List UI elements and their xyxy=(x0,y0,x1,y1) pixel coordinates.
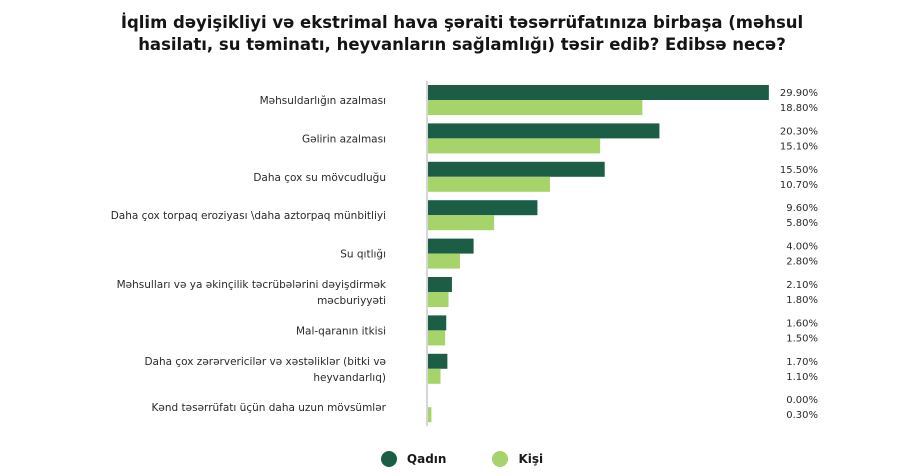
category-label: Kənd təsərrüfatı üçün daha uzun mövsümlə… xyxy=(152,402,387,414)
bar-qadin xyxy=(428,353,448,369)
legend-label-kisi: Kişi xyxy=(518,452,544,466)
legend-swatch-qadin xyxy=(380,451,397,467)
value-label-qadin: 0.00% xyxy=(786,395,818,406)
value-label-qadin: 20.30% xyxy=(780,126,818,137)
value-label-kisi: 10.70% xyxy=(780,180,818,191)
value-label-kisi: 18.80% xyxy=(780,103,818,114)
value-label-kisi: 2.80% xyxy=(786,257,818,268)
value-label-kisi: 5.80% xyxy=(786,218,818,229)
value-label-qadin: 1.60% xyxy=(786,318,818,329)
chart-title-line-2: hasilatı, su təminatı, heyvanların sağla… xyxy=(138,35,786,54)
bar-kisi xyxy=(428,407,432,423)
category-label: Məhsulları və ya əkinçilik təcrübələrini… xyxy=(117,279,387,307)
category-label: Daha çox zərərvericilər və xəstəliklər (… xyxy=(144,356,386,384)
bar-qadin xyxy=(428,238,474,254)
bar-kisi xyxy=(428,330,446,346)
bar-kisi xyxy=(428,176,550,192)
category-label: Su qıtlığı xyxy=(340,249,386,261)
legend-label-qadin: Qadın xyxy=(406,452,447,466)
value-label-kisi: 1.10% xyxy=(786,372,818,383)
bar-qadin xyxy=(428,200,538,216)
chart-title-line-1: İqlim dəyişikliyi və ekstrimal hava şəra… xyxy=(120,13,804,32)
bar-kisi xyxy=(428,368,441,384)
bar-kisi xyxy=(428,138,601,154)
category-label: Məhsuldarlığın azalması xyxy=(260,95,386,107)
bar-kisi xyxy=(428,292,449,307)
bar-kisi xyxy=(428,100,643,115)
bar-qadin xyxy=(428,85,769,100)
value-label-kisi: 1.80% xyxy=(786,295,818,306)
value-label-qadin: 15.50% xyxy=(780,165,818,176)
value-label-kisi: 1.50% xyxy=(786,333,818,344)
category-label: Daha çox torpaq eroziyası \daha aztorpaq… xyxy=(111,210,386,222)
bar-qadin xyxy=(428,123,660,139)
value-label-qadin: 29.90% xyxy=(780,88,818,99)
legend-swatch-kisi xyxy=(492,451,509,467)
bar-qadin xyxy=(428,161,605,177)
legend-item-kisi: Kişi xyxy=(492,451,543,467)
value-label-kisi: 15.10% xyxy=(780,141,818,152)
value-label-kisi: 0.30% xyxy=(786,410,818,421)
value-label-qadin: 1.70% xyxy=(786,357,818,368)
chart-legend: Qadın Kişi xyxy=(0,451,924,467)
category-label: Gəlirin azalması xyxy=(302,133,386,145)
chart-title: İqlim dəyişikliyi və ekstrimal hava şəra… xyxy=(0,12,924,56)
value-label-qadin: 9.60% xyxy=(786,203,818,214)
bar-kisi xyxy=(428,253,460,269)
bar-qadin xyxy=(428,277,452,292)
category-label: Mal-qaranın itkisi xyxy=(296,325,386,337)
bar-qadin xyxy=(428,315,447,331)
legend-item-qadin: Qadın xyxy=(380,451,447,467)
bar-kisi xyxy=(428,215,495,231)
value-label-qadin: 4.00% xyxy=(786,242,818,253)
category-label: Daha çox su mövcudluğu xyxy=(253,172,386,184)
value-label-qadin: 2.10% xyxy=(786,280,818,291)
